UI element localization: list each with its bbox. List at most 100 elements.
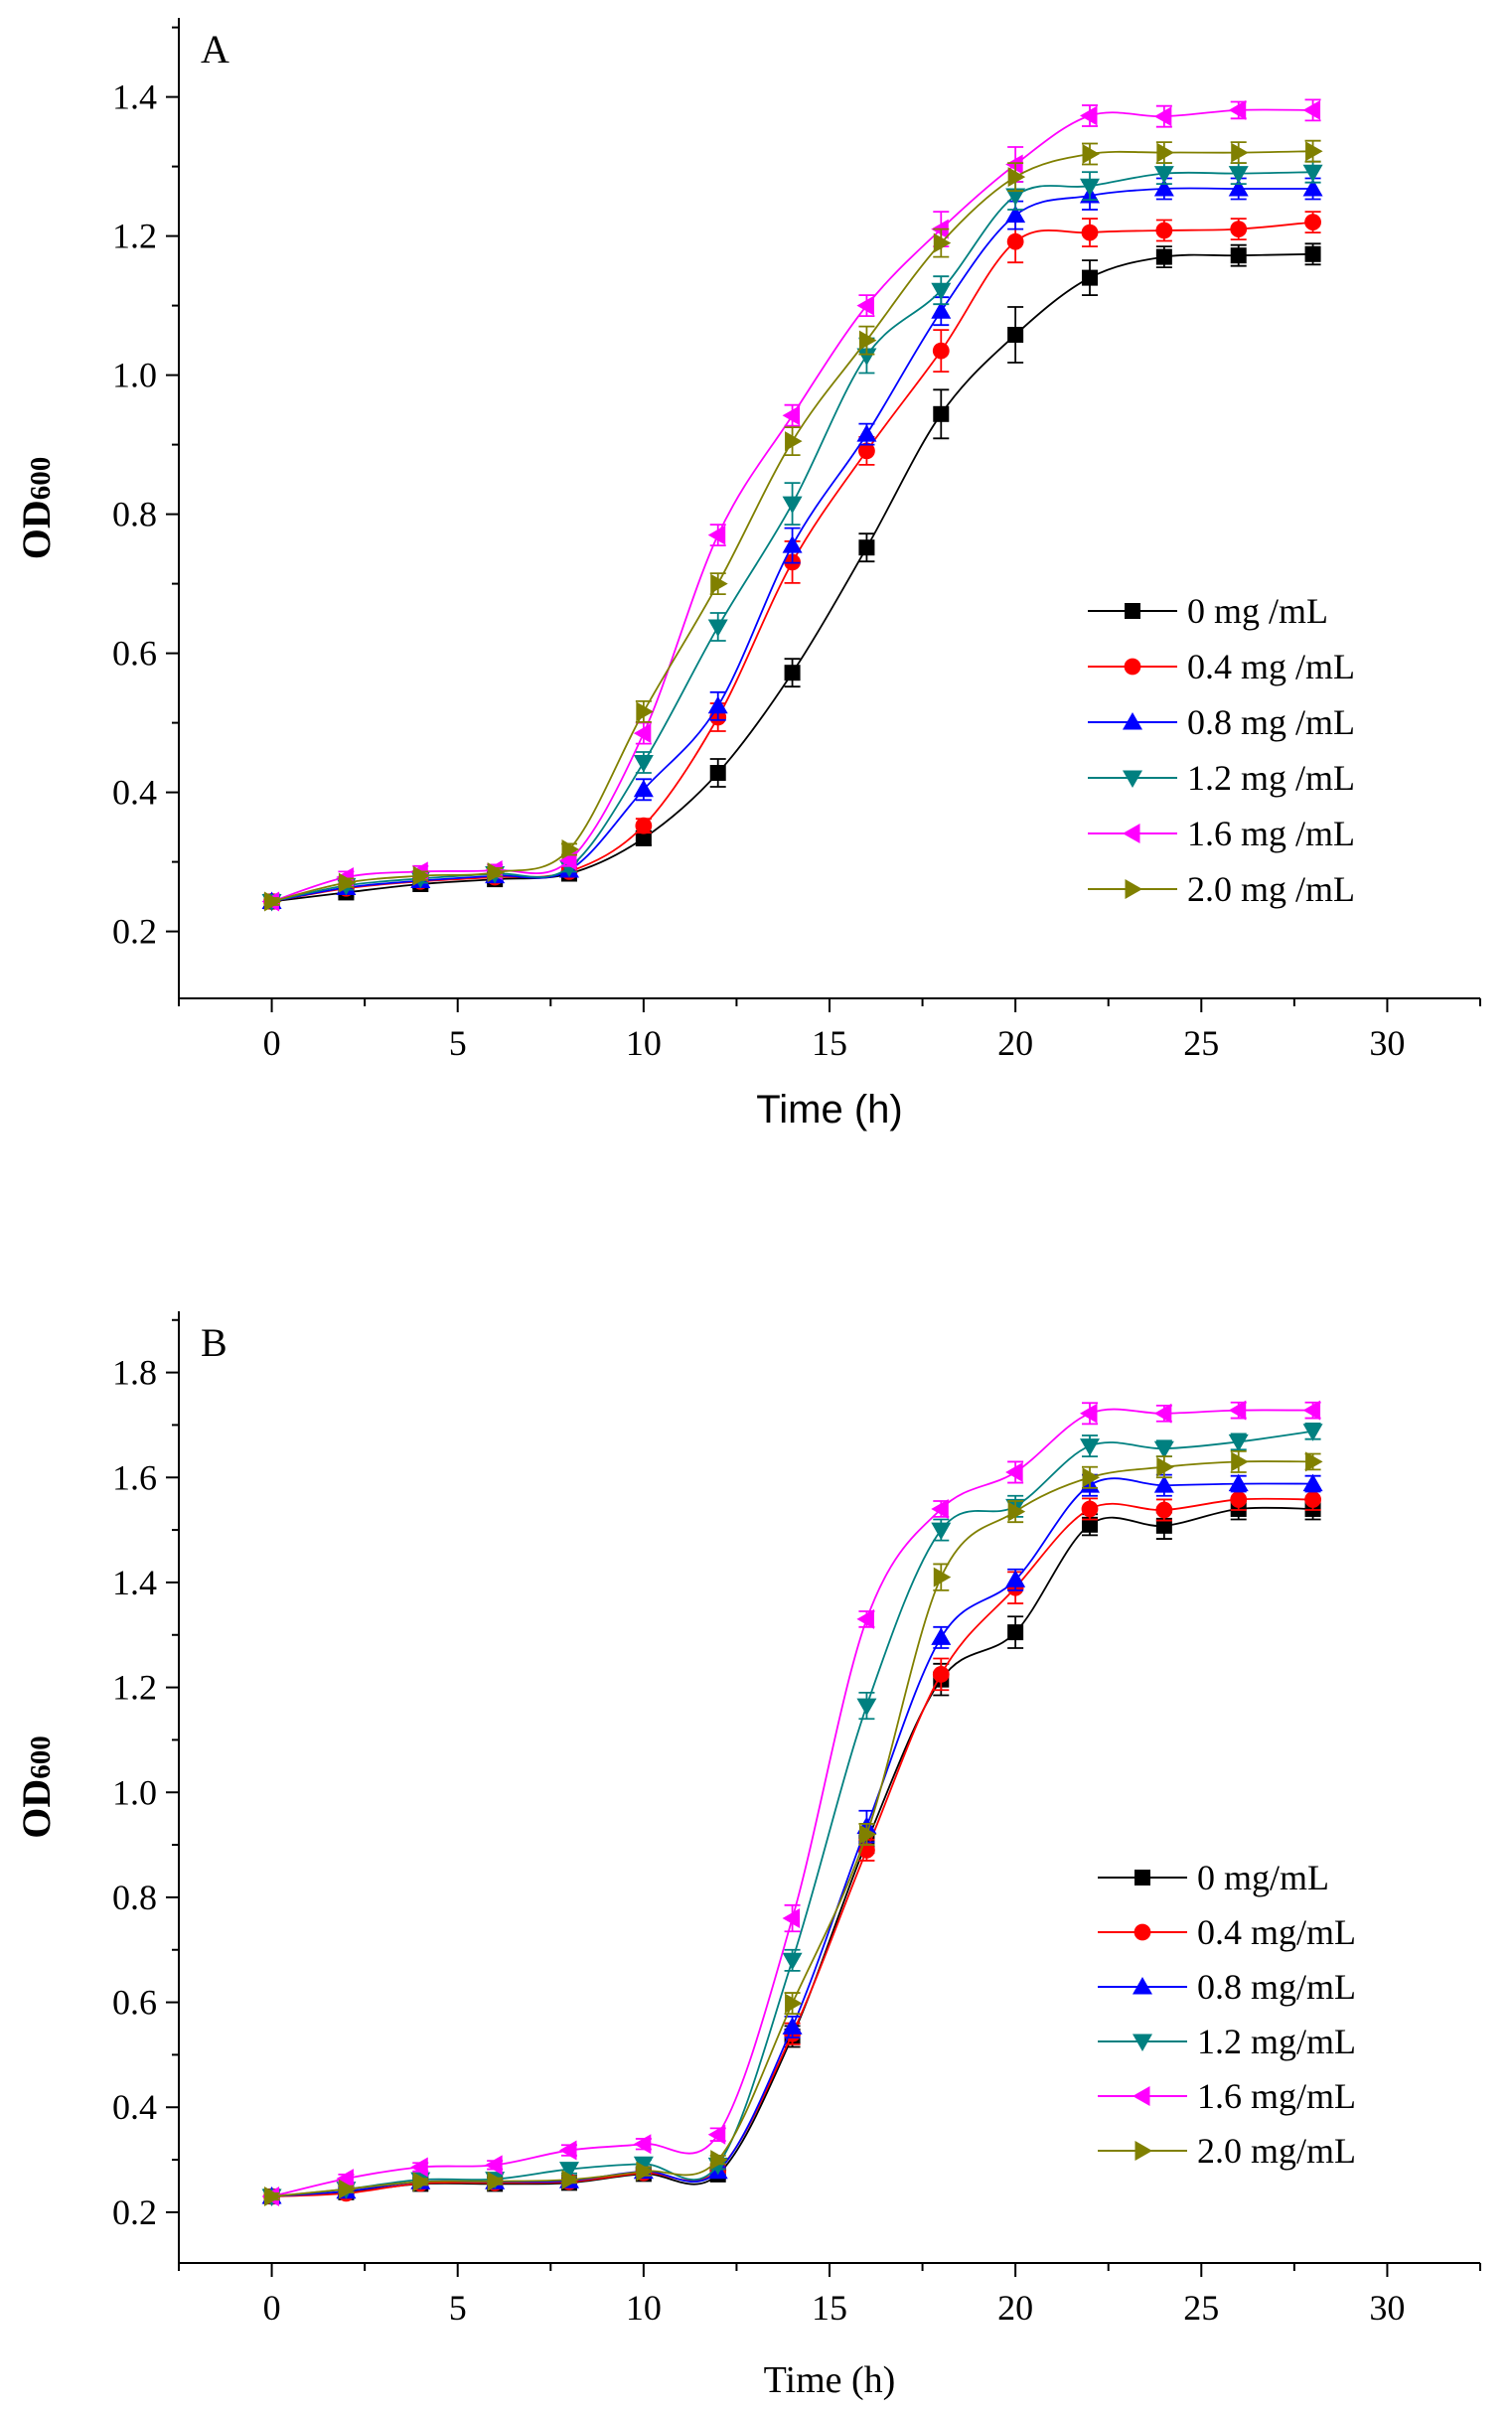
data-point xyxy=(1302,1400,1321,1421)
series-line xyxy=(271,1477,1313,2197)
data-point xyxy=(1230,1491,1248,1508)
x-tick-label: 30 xyxy=(1369,2288,1405,2328)
data-point xyxy=(709,765,726,781)
x-tick-label: 0 xyxy=(263,1023,281,1063)
data-point xyxy=(932,1665,950,1683)
data-point xyxy=(1153,1440,1174,1459)
legend-marker xyxy=(1134,1870,1150,1886)
data-point xyxy=(707,619,728,637)
data-point xyxy=(933,1567,952,1587)
legend-label: 0.8 mg/mL xyxy=(1197,1967,1356,2007)
series-line xyxy=(271,150,1313,903)
data-point xyxy=(1005,154,1023,175)
data-point xyxy=(1231,142,1249,163)
x-tick-label: 20 xyxy=(997,1023,1033,1063)
data-point xyxy=(784,665,801,681)
data-point xyxy=(1302,179,1323,197)
legend-marker xyxy=(1124,658,1141,676)
series-0-8-mg-ml xyxy=(261,177,1323,909)
data-point xyxy=(1080,178,1100,197)
legend-marker xyxy=(1133,2086,1150,2106)
data-point xyxy=(412,865,431,886)
y-tick-label: 1.2 xyxy=(112,1668,157,1708)
data-point xyxy=(1005,188,1026,206)
data-point xyxy=(1005,1570,1026,1587)
data-point xyxy=(1305,141,1323,162)
data-point xyxy=(264,891,282,912)
series-0-8-mg-ml xyxy=(261,1473,1323,2204)
data-point xyxy=(1007,1624,1024,1641)
data-point xyxy=(412,2172,431,2192)
data-point xyxy=(1305,1451,1323,1472)
y-tick-label: 0.8 xyxy=(112,495,157,534)
y-tick-label: 0.2 xyxy=(112,2192,157,2232)
data-point xyxy=(1156,142,1174,163)
x-tick-label: 5 xyxy=(449,1023,467,1063)
data-point xyxy=(933,405,950,422)
y-axis-title: OD600 xyxy=(14,457,59,560)
x-axis-title: Time (h) xyxy=(756,1088,902,1132)
data-point xyxy=(635,830,652,846)
data-point xyxy=(1155,1501,1173,1519)
x-tick-label: 5 xyxy=(449,2288,467,2328)
data-point xyxy=(1153,1475,1174,1493)
chart-panel-a: 0.2 0.4 0.6 0.8 1.0 1.2 1.4 0 5 10 15 20 25 30 Time (h… xyxy=(14,18,1481,1132)
data-point xyxy=(710,573,728,594)
series-1-2-mg-ml xyxy=(261,1422,1323,2207)
series-line xyxy=(271,1430,1313,2197)
series-0-mg-ml xyxy=(263,1497,1321,2205)
y-axis-title-main: OD xyxy=(14,1779,59,1839)
legend-marker xyxy=(1125,603,1140,619)
legend-label: 1.2 mg /mL xyxy=(1187,758,1355,798)
y-tick-label: 0.6 xyxy=(112,634,157,674)
data-point xyxy=(633,755,654,773)
legend-marker xyxy=(1125,879,1142,899)
y-axis-title: OD600 xyxy=(14,1735,59,1839)
data-point xyxy=(1228,166,1249,184)
y-tick-label: 0.6 xyxy=(112,1983,157,2023)
data-point xyxy=(1007,167,1026,188)
data-point xyxy=(1082,1467,1100,1488)
data-point xyxy=(856,295,874,316)
data-point xyxy=(1005,1461,1023,1482)
data-point xyxy=(858,442,875,460)
y-tick-label: 1.0 xyxy=(112,1772,157,1812)
data-point xyxy=(1302,1424,1323,1441)
x-tick-label: 20 xyxy=(997,2288,1033,2328)
x-tick-label: 10 xyxy=(626,2288,662,2328)
data-point xyxy=(782,1952,803,1971)
data-point xyxy=(1153,166,1174,184)
y-tick-label: 1.4 xyxy=(112,1563,157,1602)
data-point xyxy=(1007,1501,1026,1522)
data-point xyxy=(931,282,952,301)
data-point xyxy=(633,2156,654,2175)
data-point xyxy=(1302,99,1321,120)
data-point xyxy=(931,1498,949,1519)
series-line xyxy=(271,108,1313,903)
data-point xyxy=(782,496,803,515)
data-point xyxy=(636,2161,654,2182)
data-point xyxy=(1156,1456,1174,1477)
data-point xyxy=(633,723,652,744)
y-tick-label: 1.4 xyxy=(112,77,157,117)
x-tick-label: 15 xyxy=(812,2288,847,2328)
y-axis-title-main: OD xyxy=(14,500,59,559)
data-point xyxy=(633,2134,652,2155)
data-point xyxy=(1230,221,1248,238)
legend: 0 mg /mL 0.4 mg /mL 0.8 mg /mL 1.2 mg /mL 1.… xyxy=(1088,591,1355,909)
x-tick-label: 30 xyxy=(1369,1023,1405,1063)
x-tick-label: 0 xyxy=(263,2288,281,2328)
series-line xyxy=(271,1497,1313,2197)
legend-label: 2.0 mg/mL xyxy=(1197,2131,1356,2171)
data-point xyxy=(1080,1403,1098,1424)
data-point xyxy=(858,539,875,556)
series-0-4-mg-ml xyxy=(263,1487,1321,2205)
data-point xyxy=(1302,1473,1323,1492)
data-point xyxy=(1155,248,1172,265)
legend-marker xyxy=(1134,2141,1152,2161)
legend-label: 0.4 mg/mL xyxy=(1197,1912,1356,1952)
data-point xyxy=(1228,1400,1247,1421)
data-point xyxy=(1302,164,1323,183)
legend-marker xyxy=(1133,1977,1152,1995)
